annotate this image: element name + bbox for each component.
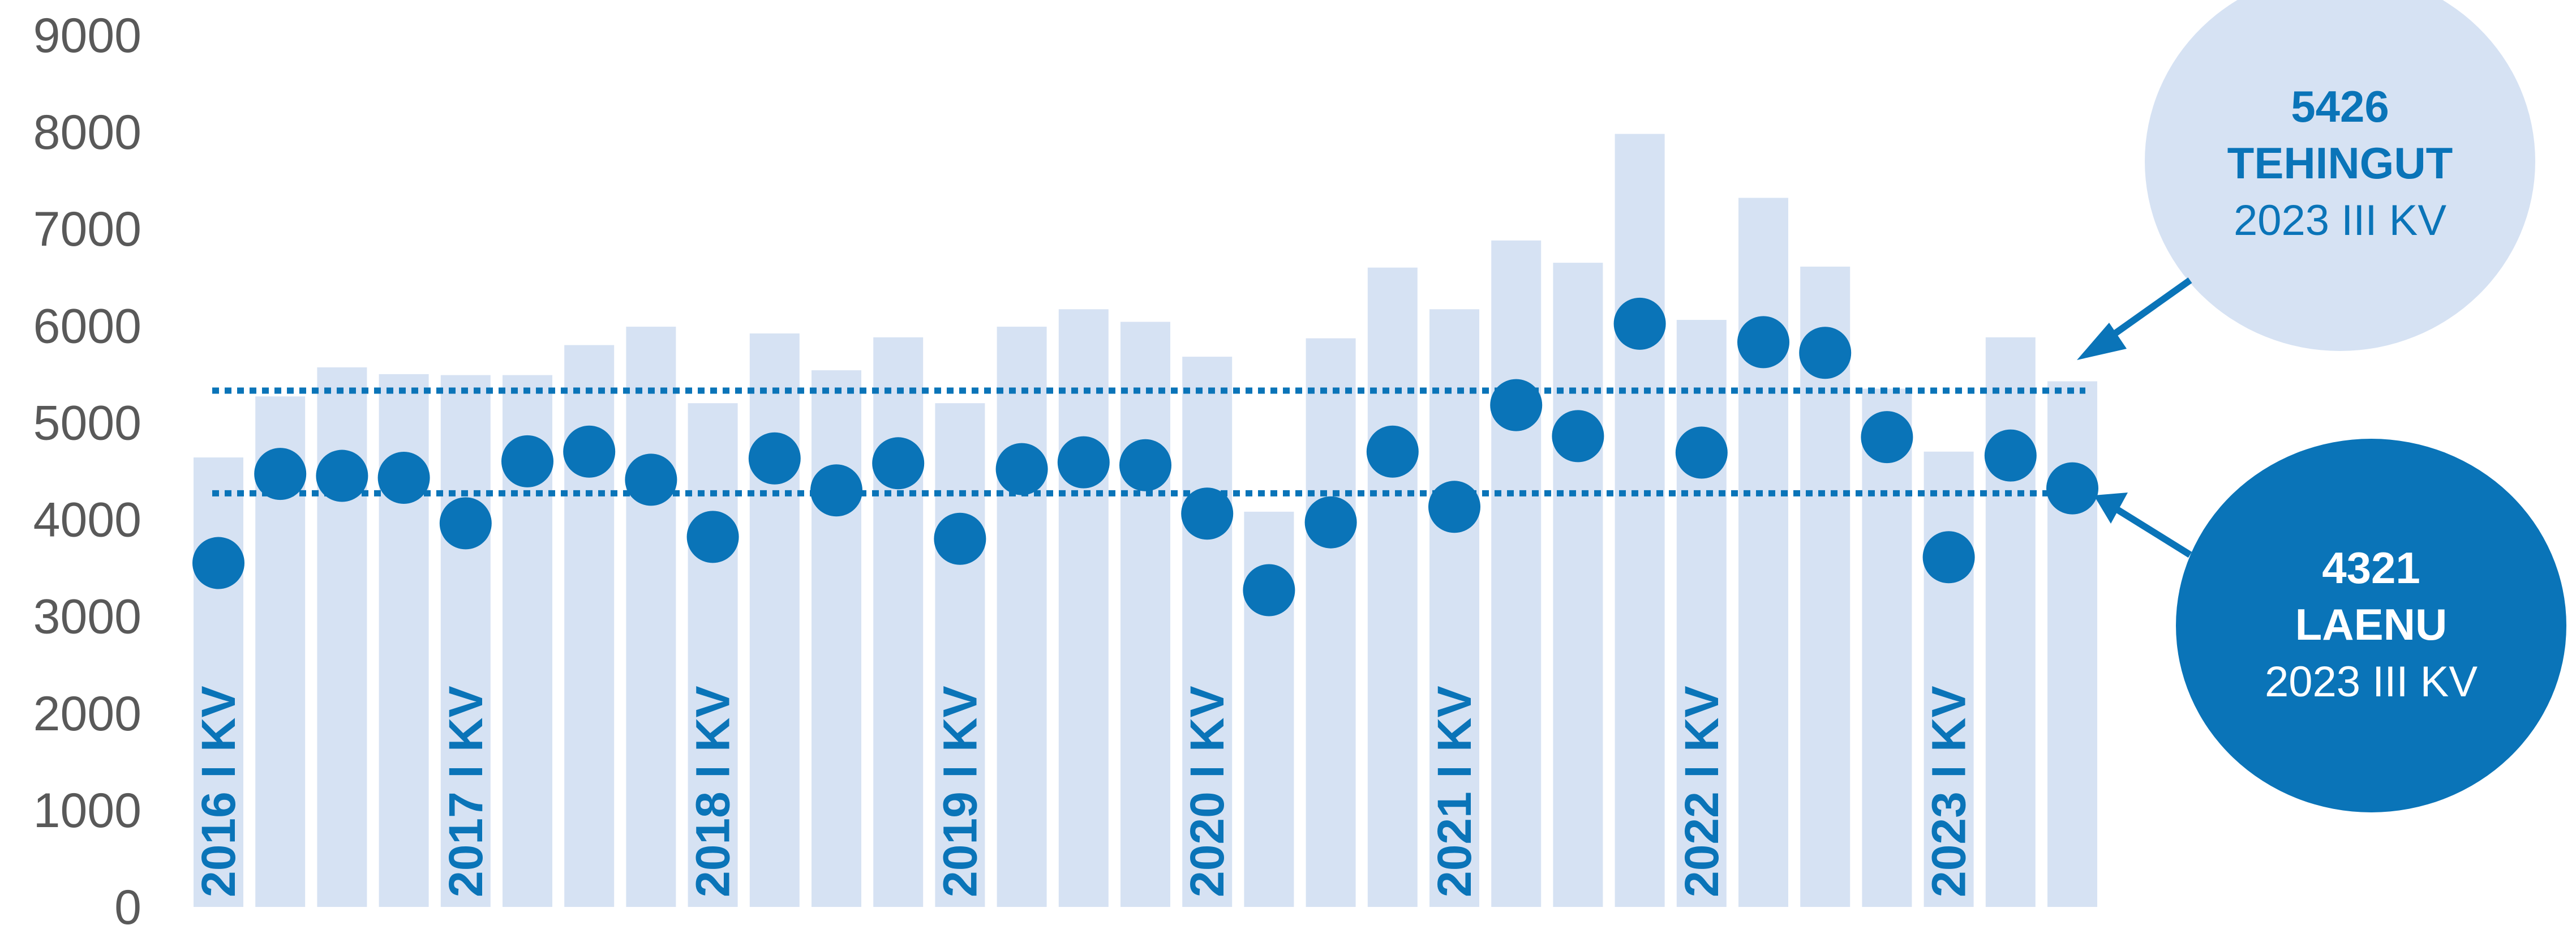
x-tick-label: 2017 I KV [439, 686, 492, 897]
callout-tehingud: 5426 TEHINGUT 2023 III KV [2077, 0, 2535, 360]
bar [440, 375, 491, 907]
data-point [563, 425, 616, 478]
bar [873, 337, 924, 907]
bar [935, 403, 985, 907]
bar [688, 403, 738, 907]
data-point [192, 537, 244, 589]
x-tick-label: 2022 I KV [1675, 686, 1728, 897]
data-point [1181, 487, 1234, 540]
bar [317, 367, 367, 907]
bar [1306, 338, 1356, 907]
bar [2047, 381, 2097, 907]
bar [1676, 320, 1727, 907]
bar [1182, 357, 1233, 907]
data-point [1428, 481, 1480, 533]
data-point [1737, 316, 1789, 369]
data-point [254, 448, 307, 500]
callout-tehingud-value: 5426 [2291, 82, 2389, 131]
data-point [1613, 297, 1666, 350]
data-point [1490, 379, 1543, 431]
x-tick-label: 2020 I KV [1180, 686, 1234, 897]
x-tick-label: 2023 I KV [1922, 686, 1976, 897]
bar [1367, 267, 1418, 907]
y-tick-label: 0 [114, 880, 141, 929]
bar [1862, 388, 1912, 907]
data-point [1675, 426, 1728, 479]
y-tick-label: 5000 [33, 396, 141, 450]
data-point [995, 443, 1048, 495]
data-point [934, 512, 986, 565]
data-point [2046, 462, 2098, 515]
data-point [1799, 327, 1852, 379]
bar [749, 333, 800, 907]
bar [1120, 322, 1170, 907]
bar [1985, 337, 2036, 907]
bar [1738, 198, 1788, 907]
callout-laenud-label: LAENU [2295, 600, 2448, 649]
bar [1553, 263, 1603, 907]
callout-laenud-period: 2023 III KV [2265, 658, 2478, 706]
data-point [1366, 425, 1419, 478]
callout-laenud-arrow [2113, 505, 2192, 558]
data-point [748, 432, 801, 485]
y-tick-label: 2000 [33, 687, 141, 741]
x-tick-label: 2018 I KV [686, 686, 740, 897]
bar [1429, 309, 1479, 907]
data-point [1057, 436, 1110, 489]
callout-tehingud-arrowhead [2077, 323, 2127, 360]
callout-laenud-bubble [2176, 439, 2566, 812]
callout-laenud-value: 4321 [2322, 543, 2420, 593]
data-point [1119, 439, 1171, 491]
data-point [377, 451, 430, 504]
y-tick-label: 9000 [33, 8, 141, 63]
y-tick-label: 7000 [33, 202, 141, 256]
y-axis: 0 1000 2000 3000 4000 5000 6000 7000 8000 9000 [33, 8, 141, 929]
data-point [439, 497, 492, 550]
y-tick-label: 1000 [33, 784, 141, 838]
callout-tehingud-bubble [2145, 0, 2535, 351]
data-point [1243, 564, 1295, 617]
x-tick-label: 2019 I KV [933, 686, 986, 897]
callout-laenud: 4321 LAENU 2023 III KV [2094, 439, 2566, 812]
y-tick-label: 8000 [33, 105, 141, 160]
bar [626, 327, 676, 907]
data-point [810, 464, 862, 517]
x-axis-labels: 2016 I KV 2017 I KV 2018 I KV 2019 I KV 2020… [192, 686, 1976, 897]
bar [1924, 451, 1974, 907]
data-point [316, 449, 368, 502]
point-series [192, 297, 2098, 617]
data-point [501, 435, 553, 487]
reference-lines [212, 387, 2085, 496]
data-point [1922, 531, 1975, 584]
x-tick-label: 2021 I KV [1428, 686, 1481, 897]
data-point [686, 511, 739, 563]
data-point [872, 437, 925, 490]
bar [1491, 240, 1542, 907]
bar [812, 370, 861, 907]
callout-laenud-arrowhead [2094, 493, 2128, 524]
bar [194, 457, 243, 907]
y-tick-label: 4000 [33, 493, 141, 547]
data-point [1984, 429, 2037, 482]
data-point [1861, 411, 1913, 464]
bar [1615, 134, 1665, 907]
bar [997, 327, 1047, 907]
data-point [1552, 410, 1604, 463]
data-point [625, 453, 677, 506]
data-point [1304, 496, 1357, 549]
y-tick-label: 3000 [33, 590, 141, 644]
x-tick-label: 2016 I KV [192, 686, 245, 897]
bar [1058, 309, 1109, 907]
callout-tehingud-period: 2023 III KV [2234, 196, 2446, 245]
callout-tehingud-label: TEHINGUT [2227, 138, 2453, 188]
y-tick-label: 6000 [33, 299, 141, 353]
